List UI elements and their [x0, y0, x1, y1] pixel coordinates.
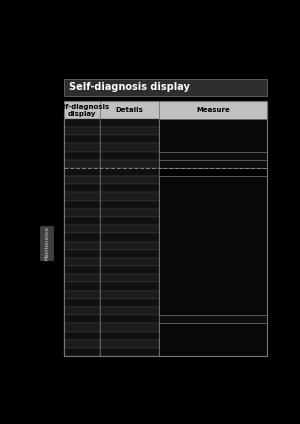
FancyBboxPatch shape — [64, 266, 100, 274]
FancyBboxPatch shape — [100, 143, 159, 151]
FancyBboxPatch shape — [100, 119, 159, 127]
FancyBboxPatch shape — [64, 201, 100, 209]
FancyBboxPatch shape — [159, 315, 266, 324]
FancyBboxPatch shape — [159, 101, 266, 119]
FancyBboxPatch shape — [100, 127, 159, 135]
FancyBboxPatch shape — [100, 242, 159, 250]
FancyBboxPatch shape — [100, 282, 159, 291]
FancyBboxPatch shape — [100, 135, 159, 143]
FancyBboxPatch shape — [100, 233, 159, 242]
FancyBboxPatch shape — [100, 266, 159, 274]
FancyBboxPatch shape — [100, 176, 159, 184]
FancyBboxPatch shape — [100, 160, 159, 168]
FancyBboxPatch shape — [64, 176, 100, 184]
FancyBboxPatch shape — [64, 184, 100, 192]
Text: Self-diagnosis display: Self-diagnosis display — [69, 82, 190, 92]
FancyBboxPatch shape — [64, 168, 100, 176]
FancyBboxPatch shape — [64, 127, 100, 135]
FancyBboxPatch shape — [64, 151, 100, 160]
FancyBboxPatch shape — [100, 332, 159, 340]
FancyBboxPatch shape — [64, 217, 100, 225]
FancyBboxPatch shape — [64, 209, 100, 217]
FancyBboxPatch shape — [100, 340, 159, 348]
FancyBboxPatch shape — [64, 192, 100, 201]
FancyBboxPatch shape — [64, 315, 100, 324]
FancyBboxPatch shape — [100, 307, 159, 315]
FancyBboxPatch shape — [64, 299, 100, 307]
FancyBboxPatch shape — [100, 348, 159, 356]
FancyBboxPatch shape — [64, 143, 100, 151]
FancyBboxPatch shape — [40, 226, 53, 260]
FancyBboxPatch shape — [64, 135, 100, 143]
Text: Measure: Measure — [196, 107, 230, 113]
FancyBboxPatch shape — [64, 282, 100, 291]
FancyBboxPatch shape — [64, 101, 100, 119]
FancyBboxPatch shape — [100, 168, 159, 176]
FancyBboxPatch shape — [100, 151, 159, 160]
FancyBboxPatch shape — [64, 274, 100, 282]
FancyBboxPatch shape — [100, 274, 159, 282]
FancyBboxPatch shape — [100, 250, 159, 258]
FancyBboxPatch shape — [64, 307, 100, 315]
FancyBboxPatch shape — [100, 299, 159, 307]
FancyBboxPatch shape — [64, 340, 100, 348]
FancyBboxPatch shape — [100, 258, 159, 266]
FancyBboxPatch shape — [159, 324, 266, 356]
FancyBboxPatch shape — [64, 291, 100, 299]
FancyBboxPatch shape — [100, 209, 159, 217]
FancyBboxPatch shape — [100, 291, 159, 299]
FancyBboxPatch shape — [64, 348, 100, 356]
FancyBboxPatch shape — [100, 315, 159, 324]
FancyBboxPatch shape — [100, 184, 159, 192]
FancyBboxPatch shape — [100, 201, 159, 209]
FancyBboxPatch shape — [100, 225, 159, 233]
Text: Self-diagnosis
display: Self-diagnosis display — [54, 103, 110, 117]
FancyBboxPatch shape — [100, 217, 159, 225]
FancyBboxPatch shape — [64, 78, 266, 96]
Text: Maintenance: Maintenance — [44, 226, 49, 260]
FancyBboxPatch shape — [64, 242, 100, 250]
Text: Details: Details — [116, 107, 143, 113]
FancyBboxPatch shape — [64, 332, 100, 340]
FancyBboxPatch shape — [64, 160, 100, 168]
FancyBboxPatch shape — [64, 324, 100, 332]
FancyBboxPatch shape — [64, 225, 100, 233]
FancyBboxPatch shape — [159, 176, 266, 315]
FancyBboxPatch shape — [64, 233, 100, 242]
FancyBboxPatch shape — [100, 324, 159, 332]
FancyBboxPatch shape — [64, 250, 100, 258]
FancyBboxPatch shape — [159, 151, 266, 160]
FancyBboxPatch shape — [64, 258, 100, 266]
FancyBboxPatch shape — [159, 119, 266, 151]
FancyBboxPatch shape — [100, 101, 159, 119]
FancyBboxPatch shape — [100, 192, 159, 201]
FancyBboxPatch shape — [159, 160, 266, 168]
FancyBboxPatch shape — [64, 119, 100, 127]
